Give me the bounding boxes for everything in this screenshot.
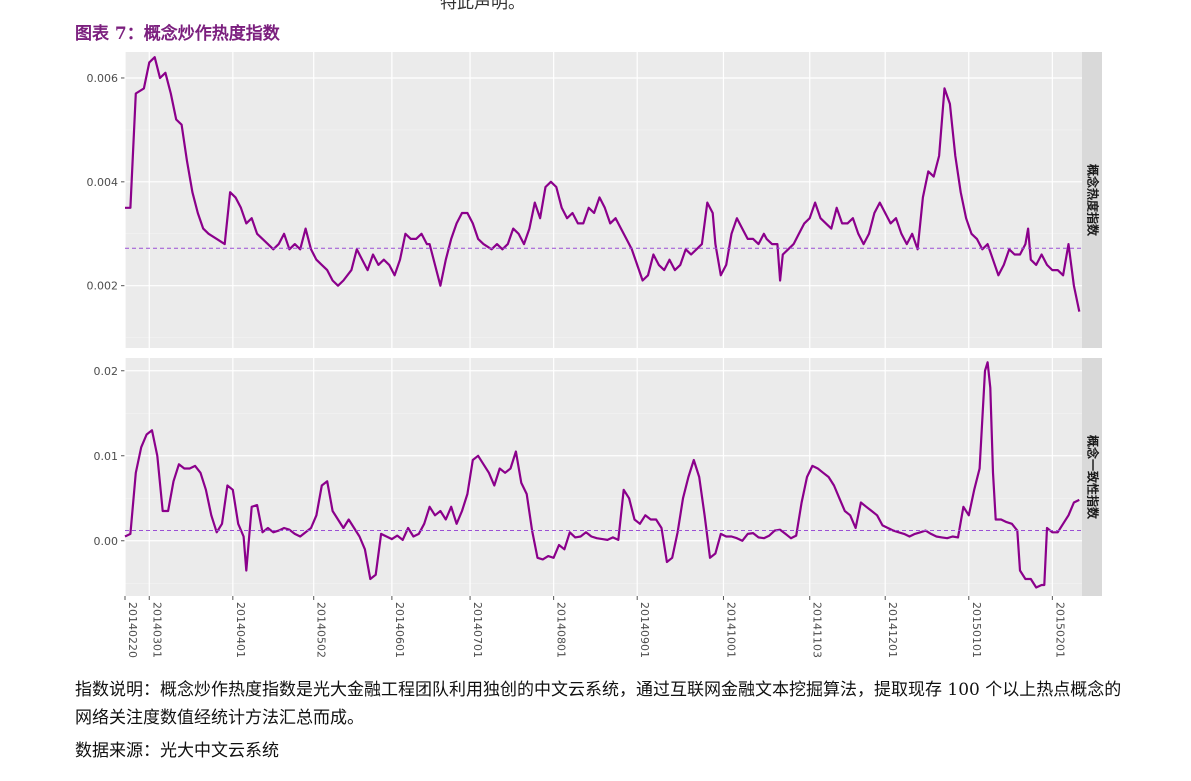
panel-1-y-tick-label: 0.004 — [87, 176, 119, 189]
x-tick-label: 20140701 — [471, 602, 484, 658]
panel-2-background — [125, 358, 1082, 596]
x-tick-label: 20141001 — [724, 602, 737, 658]
concept-index-chart: 0.002 0.004 0.006 概念热度指数 0.00 0.01 0.02 概念一致性指数… — [70, 48, 1110, 668]
panel-1-y-tick-label: 0.006 — [87, 72, 119, 85]
panel-1-strip — [1082, 52, 1102, 348]
figure-title: 图表 7：概念炒作热度指数 — [75, 24, 280, 44]
panel-2-series-line — [124, 361, 1080, 589]
page-header-fragment: 特此声明。 — [440, 0, 525, 13]
x-tick-label: 20140502 — [315, 602, 328, 658]
panel-2-y-tick-label: 0.00 — [94, 535, 119, 548]
panel-1-background — [125, 52, 1082, 348]
panel-1-series-line — [125, 56, 1081, 312]
x-tick-label: 20140801 — [555, 602, 568, 658]
x-tick-label: 20150201 — [1053, 602, 1066, 658]
x-tick-label: 20140901 — [638, 602, 651, 658]
panel-2-y-tick-label: 0.01 — [94, 450, 119, 463]
x-tick-label: 20140220 — [126, 602, 139, 658]
panel-2-strip-label: 概念一致性指数 — [1086, 435, 1101, 520]
x-tick-label: 20141103 — [811, 602, 824, 658]
panel-2-y-tick-label: 0.02 — [94, 365, 119, 378]
data-source: 数据来源：光大中文云系统 — [75, 741, 279, 761]
x-tick-label: 20140301 — [150, 602, 163, 658]
index-description: 指数说明：概念炒作热度指数是光大金融工程团队利用独创的中文云系统，通过互联网金融… — [75, 680, 1122, 728]
x-tick-label: 20141201 — [886, 602, 899, 658]
chart-svg: 0.002 0.004 0.006 概念热度指数 0.00 0.01 0.02 概念一致性指数… — [87, 52, 1102, 658]
panel-1-y-tick-label: 0.002 — [87, 280, 119, 293]
x-tick-label: 20140601 — [393, 602, 406, 658]
x-tick-label: 20140401 — [234, 602, 247, 658]
x-tick-label: 20150101 — [970, 602, 983, 658]
panel-2-strip — [1082, 358, 1102, 596]
panel-1-strip-label: 概念热度指数 — [1086, 164, 1101, 237]
